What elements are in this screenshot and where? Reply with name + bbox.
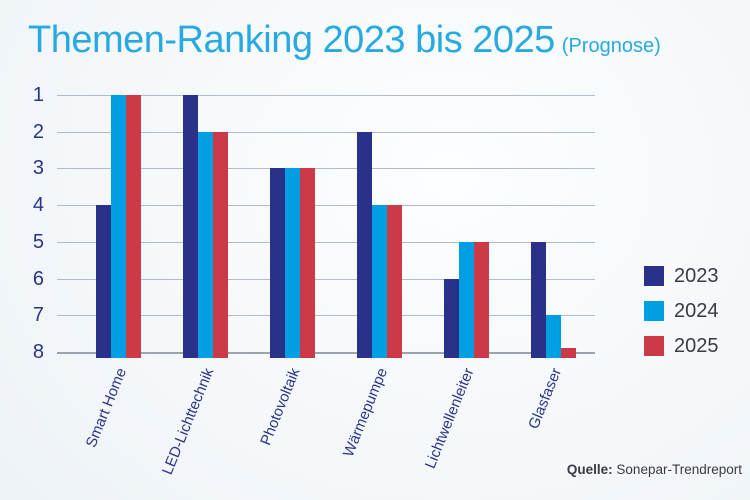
y-axis-tick-label: 2 — [32, 120, 44, 143]
bar-2024-glasfaser — [545, 315, 561, 358]
gridline — [57, 95, 595, 96]
y-axis-tick-label: 5 — [32, 230, 44, 253]
legend-item: 2023 — [644, 266, 719, 286]
gridline — [57, 205, 595, 206]
legend-label: 2025 — [674, 335, 719, 357]
source-text: Sonepar-Trendreport — [612, 462, 742, 477]
y-axis-tick-label: 6 — [32, 267, 44, 290]
bar-2023-photovoltaik — [269, 168, 285, 358]
legend-item: 2025 — [644, 336, 719, 356]
x-axis-label: Smart Home — [82, 365, 130, 451]
gridline — [57, 132, 595, 133]
y-axis-tick-label: 4 — [32, 194, 44, 217]
bar-2024-led-lichttechnik — [197, 131, 213, 358]
y-axis-tick-label: 8 — [32, 340, 44, 363]
legend-swatch — [644, 301, 664, 321]
bar-2023-smart-home — [95, 205, 111, 358]
gridline — [57, 168, 595, 169]
source-note: Quelle: Sonepar-Trendreport — [567, 462, 742, 477]
gridline — [57, 242, 595, 243]
gridline — [57, 315, 595, 316]
bar-2025-smart-home — [125, 95, 141, 358]
x-axis-baseline — [57, 352, 595, 354]
chart-title: Themen-Ranking 2023 bis 2025 — [28, 19, 555, 61]
x-axis-label: LED-Lichttechnik — [158, 365, 217, 478]
legend-swatch — [644, 336, 664, 356]
bar-2025-w-rmepumpe — [386, 205, 402, 358]
y-axis-tick-label: 7 — [32, 304, 44, 327]
bar-2025-photovoltaik — [299, 168, 315, 358]
x-axis-label: Photovoltaik — [257, 365, 304, 448]
x-axis-label: Glasfaser — [525, 365, 565, 432]
legend-swatch — [644, 266, 664, 286]
gridline — [57, 279, 595, 280]
chart-title-row: Themen-Ranking 2023 bis 2025 (Prognose) — [28, 19, 661, 62]
chart-title-suffix: (Prognose) — [561, 35, 661, 57]
legend-item: 2024 — [644, 301, 719, 321]
bar-2025-lichtwellenleiter — [473, 241, 489, 358]
x-axis-label: Lichtwellenleiter — [422, 365, 478, 471]
bar-2023-w-rmepumpe — [356, 131, 372, 358]
bar-2025-led-lichttechnik — [212, 131, 228, 358]
bar-2025-glasfaser — [560, 348, 576, 358]
source-label: Quelle: — [566, 462, 613, 477]
bar-2024-smart-home — [110, 95, 126, 358]
chart-legend: 2023 2024 2025 — [644, 266, 719, 371]
y-axis-tick-label: 1 — [32, 84, 44, 106]
bar-2024-lichtwellenleiter — [458, 241, 474, 358]
bar-2024-photovoltaik — [284, 168, 300, 358]
bar-2023-glasfaser — [530, 241, 546, 358]
plot-area — [57, 95, 595, 358]
y-axis-tick-label: 3 — [32, 157, 44, 180]
bar-2023-led-lichttechnik — [182, 95, 198, 358]
bar-2023-lichtwellenleiter — [443, 278, 459, 358]
bar-2024-w-rmepumpe — [371, 205, 387, 358]
x-axis-label: Wärmepumpe — [339, 365, 391, 460]
legend-label: 2024 — [674, 300, 719, 322]
legend-label: 2023 — [674, 265, 719, 287]
